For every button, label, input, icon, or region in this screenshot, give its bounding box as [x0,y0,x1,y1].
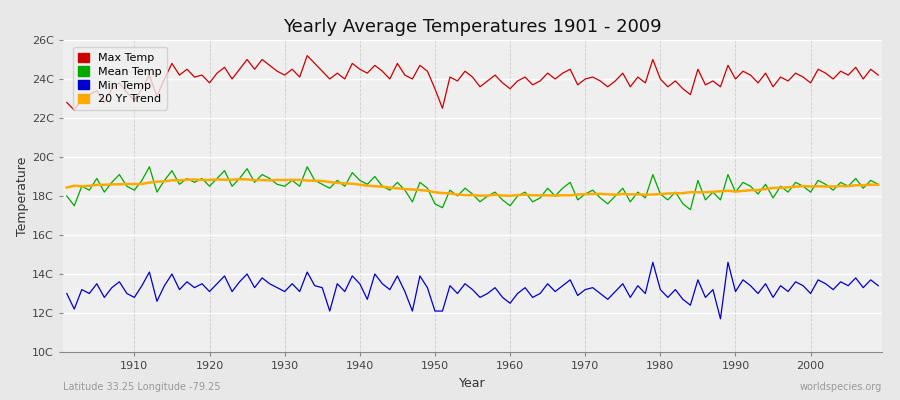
Y-axis label: Temperature: Temperature [16,156,29,236]
Text: Latitude 33.25 Longitude -79.25: Latitude 33.25 Longitude -79.25 [63,382,220,392]
X-axis label: Year: Year [459,376,486,390]
Text: worldspecies.org: worldspecies.org [800,382,882,392]
Title: Yearly Average Temperatures 1901 - 2009: Yearly Average Temperatures 1901 - 2009 [284,18,662,36]
Legend: Max Temp, Mean Temp, Min Temp, 20 Yr Trend: Max Temp, Mean Temp, Min Temp, 20 Yr Tre… [73,47,167,110]
